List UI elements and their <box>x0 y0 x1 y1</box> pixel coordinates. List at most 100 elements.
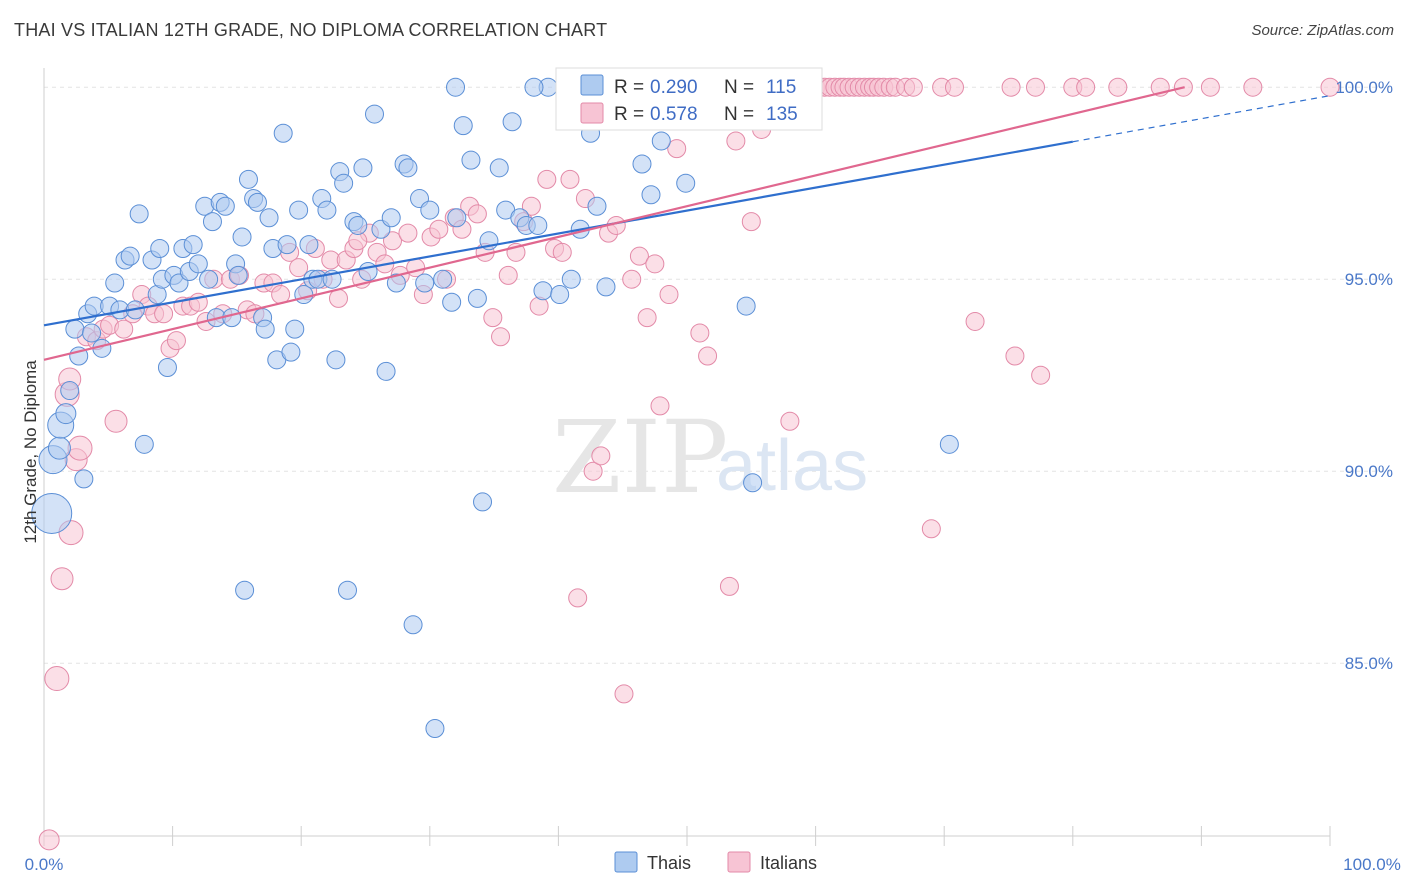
italians-point <box>1031 365 1051 385</box>
thais-trend-extension <box>1072 95 1331 143</box>
thais-point <box>447 208 467 228</box>
italians-point <box>1026 77 1046 97</box>
thais-point <box>453 116 473 136</box>
thais-point <box>277 235 297 255</box>
thais-n-label: N = <box>724 77 754 98</box>
thais-point <box>386 273 406 293</box>
thais-point <box>467 288 487 308</box>
thais-point <box>461 150 481 170</box>
y-tick-label: 85.0% <box>1345 654 1393 673</box>
thais-point <box>326 350 346 370</box>
thais-point <box>676 173 696 193</box>
italians-point <box>383 231 403 251</box>
italians-point <box>398 223 418 243</box>
thais-point <box>403 615 423 635</box>
thais-point <box>31 492 73 534</box>
legend-italians-label: Italians <box>760 853 817 873</box>
thais-point <box>337 580 357 600</box>
thais-point <box>228 265 248 285</box>
italians-point <box>659 285 679 305</box>
x-tick-label-min: 0.0% <box>25 855 64 874</box>
thais-point <box>561 269 581 289</box>
thais-point <box>289 200 309 220</box>
thais-point <box>215 196 235 216</box>
italians-point <box>645 254 665 274</box>
thais-n-value: 115 <box>766 77 796 98</box>
thais-point <box>433 269 453 289</box>
thais-point <box>183 235 203 255</box>
thais-point <box>134 434 154 454</box>
thais-point <box>651 131 671 151</box>
italians-point <box>289 258 309 278</box>
watermark: ZIP atlas <box>552 399 868 516</box>
italians-point <box>591 446 611 466</box>
italians-point <box>614 684 634 704</box>
italians-point <box>1076 77 1096 97</box>
thais-point <box>259 208 279 228</box>
thais-point <box>420 200 440 220</box>
thais-point <box>528 215 548 235</box>
trend-lines <box>43 86 1331 361</box>
legend-thais-swatch <box>614 851 638 873</box>
thais-point <box>299 235 319 255</box>
thais-point <box>489 158 509 178</box>
italians-point <box>467 204 487 224</box>
italians-point <box>154 304 174 324</box>
thais-point <box>533 281 553 301</box>
thais-point <box>47 436 71 460</box>
y-axis-label: 12th Grade, No Diploma <box>21 360 40 544</box>
thais-point <box>398 158 418 178</box>
italians-n-label: N = <box>724 104 754 125</box>
italians-point <box>741 212 761 232</box>
italians-swatch <box>580 102 604 124</box>
italians-point <box>568 588 588 608</box>
italians-point <box>491 327 511 347</box>
italians-point <box>67 435 93 461</box>
thais-point <box>743 473 763 493</box>
thais-point <box>596 277 616 297</box>
italians-point <box>944 77 964 97</box>
italians-n-value: 135 <box>766 104 798 125</box>
thais-point <box>939 434 959 454</box>
thais-point <box>120 246 140 266</box>
italians-point <box>537 169 557 189</box>
italians-point <box>1243 77 1263 97</box>
italians-r-value: 0.578 <box>650 104 698 125</box>
thais-point <box>317 200 337 220</box>
thais-point <box>353 158 373 178</box>
italians-point <box>780 411 800 431</box>
thais-point <box>55 403 77 425</box>
italians-r-label: R = <box>614 104 644 125</box>
thais-point <box>74 469 94 489</box>
legend-italians-swatch <box>727 851 751 873</box>
thais-point <box>376 361 396 381</box>
thais-point <box>60 381 80 401</box>
italians-point <box>104 409 128 433</box>
thais-point <box>238 169 258 189</box>
thais-point <box>736 296 756 316</box>
italians-point <box>429 219 449 239</box>
source-label: Source: ZipAtlas.com <box>1251 22 1394 39</box>
italians-point <box>921 519 941 539</box>
italians-point <box>483 308 503 328</box>
thais-point <box>550 285 570 305</box>
thais-point <box>502 112 522 132</box>
thais-swatch <box>580 74 604 96</box>
italians-point <box>583 461 603 481</box>
italians-point <box>1108 77 1128 97</box>
italians-point <box>629 246 649 266</box>
italians-point <box>667 139 687 159</box>
italians-point <box>38 829 60 851</box>
italians-point <box>698 346 718 366</box>
italians-point <box>114 319 134 339</box>
italians-point <box>903 77 923 97</box>
thais-point <box>641 185 661 205</box>
thais-point <box>365 104 385 124</box>
thais-point <box>202 212 222 232</box>
thais-point <box>232 227 252 247</box>
italians-point <box>690 323 710 343</box>
italians-point <box>650 396 670 416</box>
thais-point <box>348 215 368 235</box>
thais-point <box>82 323 102 343</box>
